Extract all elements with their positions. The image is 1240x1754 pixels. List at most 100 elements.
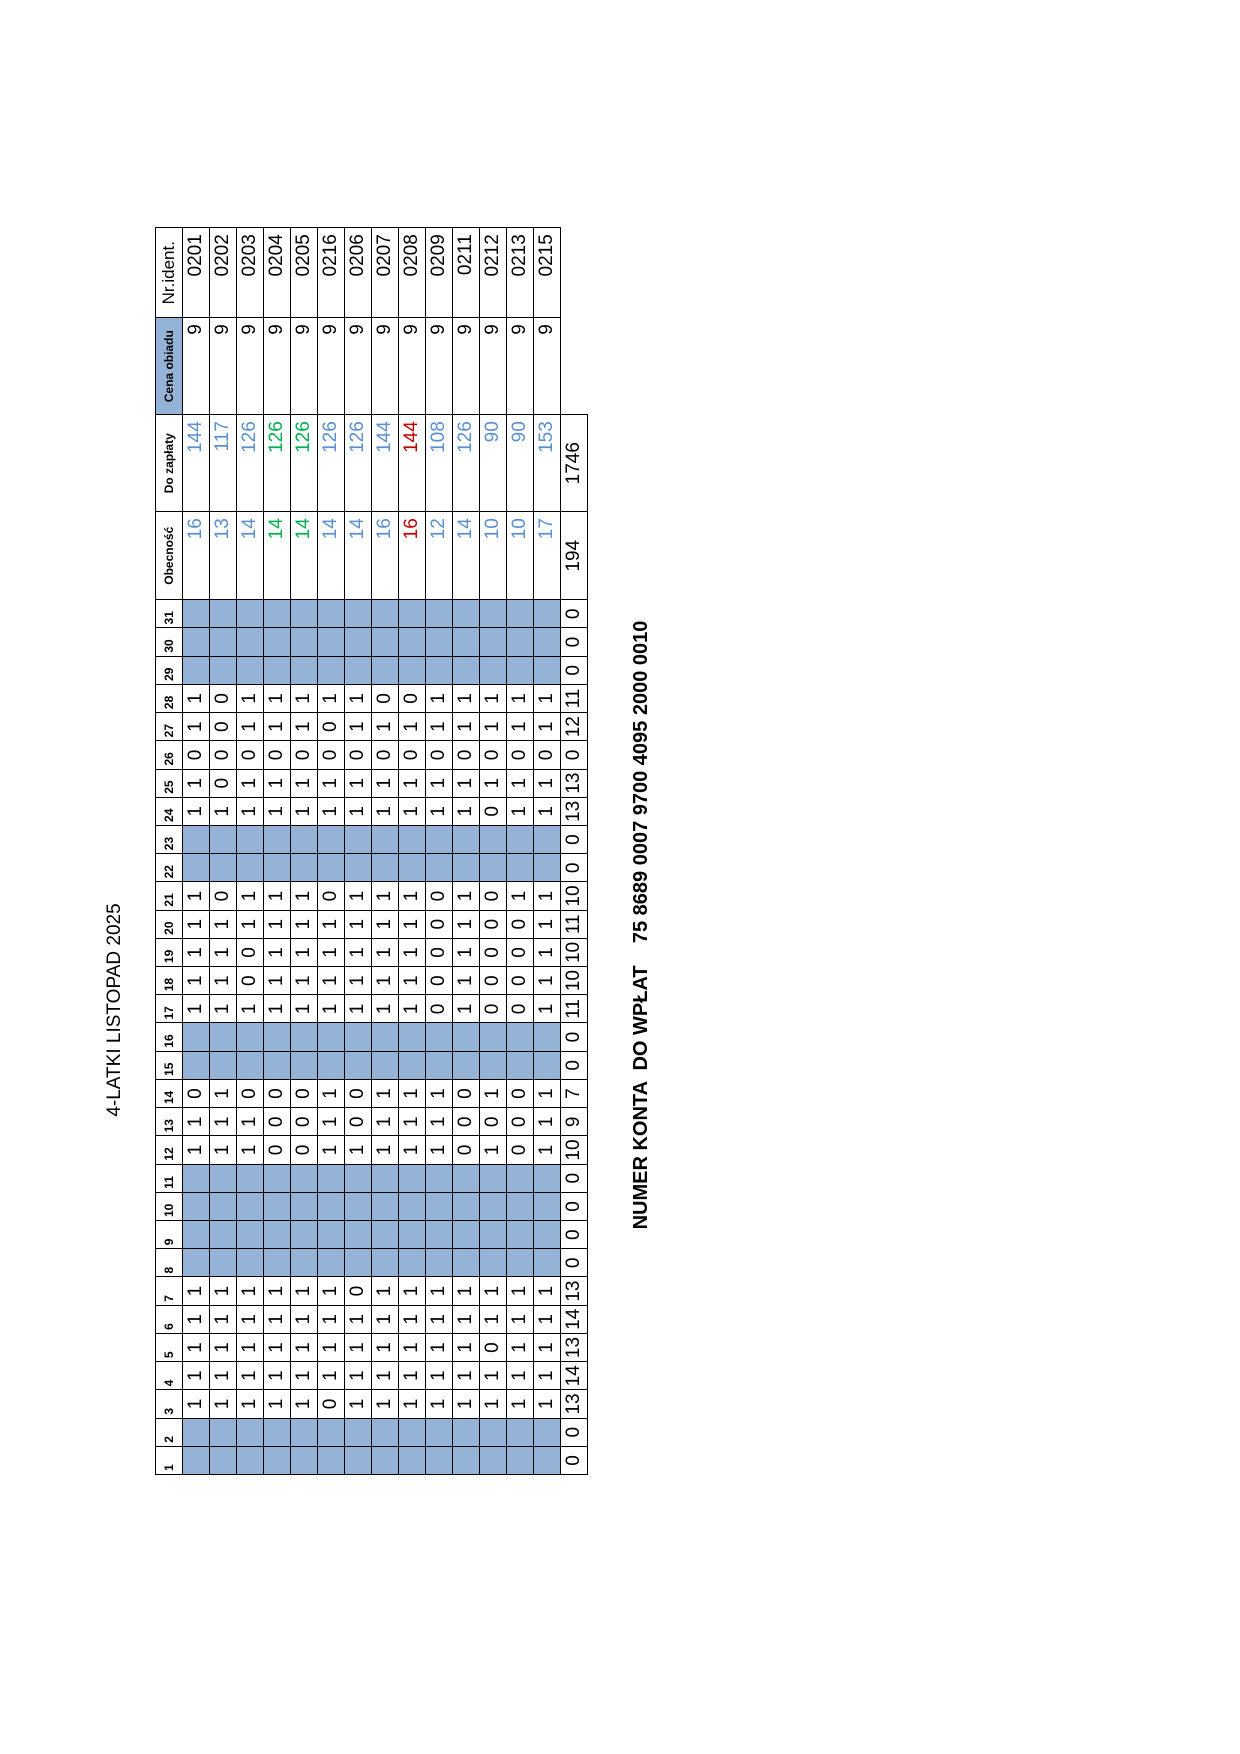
day-cell: 1 (371, 1079, 399, 1108)
day-off-cell (506, 853, 534, 882)
day-cell: 1 (452, 769, 480, 798)
day-off-cell (506, 1164, 534, 1193)
day-cell: 1 (344, 1305, 372, 1334)
day-off-cell (236, 853, 264, 882)
meal-price-cell: 9 (371, 317, 399, 415)
day-cell: 1 (398, 1361, 426, 1390)
person-row: 1 1 1 1 1 1 1 1 1 1 1 1 1 1 1 0 1 0 16 144 9 0208 (398, 227, 426, 1475)
day-off-cell (506, 1446, 534, 1475)
day-cell: 1 (290, 1389, 318, 1419)
header-cell: 12 (155, 1135, 183, 1165)
day-total-cell: 11 (560, 910, 588, 939)
day-cell: 1 (344, 1333, 372, 1362)
day-cell: 1 (263, 910, 291, 939)
day-cell: 1 (263, 938, 291, 967)
day-cell: 1 (344, 684, 372, 713)
meal-price-cell: 9 (344, 317, 372, 415)
day-cell: 1 (398, 966, 426, 995)
rotated-sheet: 4-LATKI LISTOPAD 2025 1 2 3 4 5 6 7 8 9 10 11 12 13 1… (100, 227, 660, 1475)
day-cell: 1 (344, 1135, 372, 1165)
day-off-cell (398, 1051, 426, 1080)
day-off-cell (533, 1023, 561, 1052)
day-total-cell: 9 (560, 1107, 588, 1136)
attendance-cell: 14 (263, 511, 291, 600)
day-total-cell: 0 (560, 627, 588, 657)
day-cell: 1 (398, 712, 426, 741)
day-off-cell (182, 825, 210, 854)
meal-price-cell: 9 (317, 317, 345, 415)
day-cell: 1 (506, 769, 534, 798)
day-off-cell (263, 1023, 291, 1052)
day-total-cell: 13 (560, 1276, 588, 1306)
day-cell: 1 (398, 881, 426, 911)
day-cell: 1 (452, 797, 480, 826)
day-off-cell (236, 627, 264, 657)
day-cell: 0 (479, 797, 507, 826)
day-cell: 1 (290, 938, 318, 967)
day-off-cell (398, 1164, 426, 1193)
day-off-cell (182, 1248, 210, 1277)
day-cell: 1 (479, 1276, 507, 1306)
day-cell: 1 (506, 1305, 534, 1334)
day-off-cell (452, 1220, 480, 1249)
day-off-cell (452, 825, 480, 854)
id-cell: 0201 (182, 227, 210, 318)
header-cell: 25 (155, 769, 183, 798)
day-total-cell: 0 (560, 656, 588, 685)
day-cell: 1 (371, 966, 399, 995)
day-cell: 1 (236, 1361, 264, 1390)
day-off-cell (290, 1023, 318, 1052)
day-cell: 1 (182, 966, 210, 995)
day-cell: 0 (263, 1107, 291, 1136)
day-off-cell (182, 1220, 210, 1249)
day-cell: 0 (452, 1079, 480, 1108)
totals-row: 0 0 13 14 13 14 13 0 0 0 0 10 9 7 0 0 11 10 10 11 10 0 0 13 13 0 1… (560, 228, 588, 1475)
day-cell: 0 (344, 1107, 372, 1136)
day-total-cell: 11 (560, 684, 588, 713)
day-cell: 1 (290, 797, 318, 826)
attendance-cell: 10 (506, 511, 534, 600)
day-off-cell (344, 656, 372, 685)
day-cell: 1 (452, 684, 480, 713)
day-off-cell (209, 1220, 237, 1249)
day-cell: 1 (263, 712, 291, 741)
day-off-cell (371, 599, 399, 628)
day-cell: 1 (452, 712, 480, 741)
day-off-cell (236, 1051, 264, 1080)
day-off-cell (236, 825, 264, 854)
person-row: 1 1 1 1 1 1 1 1 1 1 1 1 0 1 0 0 0 0 13 117 9 0202 (209, 227, 237, 1475)
header-cell: 29 (155, 656, 183, 685)
day-total-cell: 11 (560, 994, 588, 1023)
to-pay-cell: 108 (425, 414, 453, 512)
day-off-cell (317, 1418, 345, 1447)
day-off-cell (479, 1192, 507, 1221)
id-cell: 0215 (533, 227, 561, 318)
day-cell: 0 (290, 1079, 318, 1108)
day-cell: 0 (452, 740, 480, 770)
attendance-table: 1 2 3 4 5 6 7 8 9 10 11 12 13 14 15 16 17 18 19 20 21 22 23 24 2… (155, 227, 588, 1475)
id-cell: 0213 (506, 227, 534, 318)
day-cell: 0 (236, 740, 264, 770)
day-off-cell (182, 599, 210, 628)
day-total-cell: 10 (560, 938, 588, 967)
day-cell: 1 (533, 769, 561, 798)
day-off-cell (263, 1248, 291, 1277)
day-cell: 1 (209, 1305, 237, 1334)
day-cell: 1 (236, 1107, 264, 1136)
day-off-cell (290, 1418, 318, 1447)
day-cell: 1 (236, 881, 264, 911)
day-cell: 1 (398, 994, 426, 1023)
day-off-cell (425, 656, 453, 685)
day-off-cell (182, 1164, 210, 1193)
day-off-cell (317, 853, 345, 882)
header-cell: 1 (155, 1446, 183, 1475)
day-off-cell (182, 1192, 210, 1221)
header-cell: 2 (155, 1418, 183, 1447)
day-cell: 1 (371, 1276, 399, 1306)
day-cell: 0 (344, 1276, 372, 1306)
day-off-cell (398, 656, 426, 685)
day-cell: 1 (263, 1276, 291, 1306)
day-cell: 0 (209, 881, 237, 911)
meal-price-cell: 9 (533, 317, 561, 415)
day-cell: 1 (371, 712, 399, 741)
